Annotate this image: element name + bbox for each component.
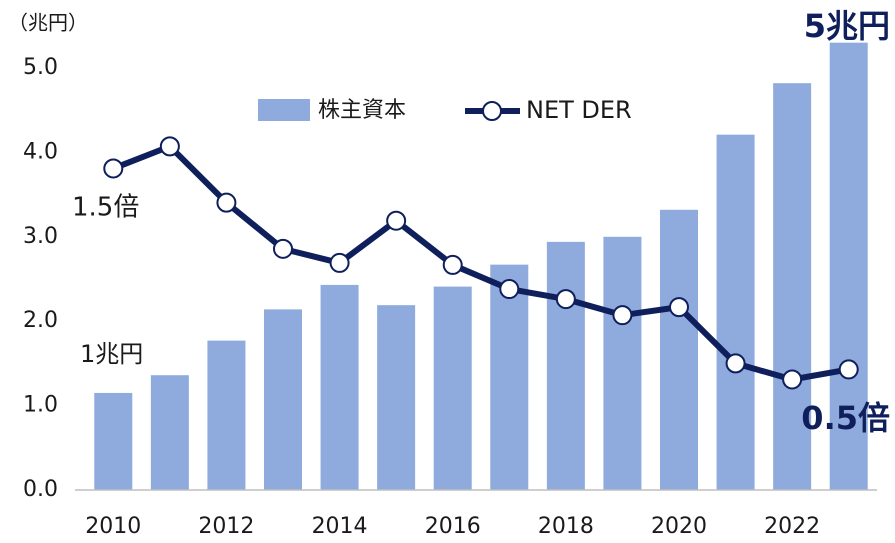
y-tick-label: 5.0 [23,55,58,80]
line-marker [669,297,689,318]
x-tick-label: 2018 [538,514,594,539]
line-marker [329,252,350,273]
bar [716,134,755,490]
bar [207,340,246,490]
bar [377,305,416,490]
line-marker [159,136,180,157]
line-marker [216,192,237,213]
line [112,143,850,383]
bar [660,209,698,491]
line-marker [386,210,407,231]
line-marker [555,289,576,310]
annotation: 0.5倍 [801,399,890,437]
annotation: 1.5倍 [72,193,139,223]
x-tick-label: 2016 [425,514,481,539]
line-marker [838,359,859,380]
legend-swatch [482,101,502,121]
bar [264,309,302,490]
x-tick-label: 2020 [651,514,707,539]
x-tick-label: 2014 [312,514,368,539]
line-marker [499,279,520,300]
bar [94,392,133,490]
line-marker [273,238,293,259]
x-tick-label: 2022 [764,514,820,539]
y-tick-label: 3.0 [23,224,58,249]
line-marker [612,305,633,326]
unit-label: （兆円） [8,11,88,35]
y-tick-label: 1.0 [23,393,58,418]
line-marker [103,158,124,179]
bar [603,236,642,490]
annotation: 1兆円 [80,340,143,368]
legend-label: NET DER [526,96,632,124]
y-tick-label: 4.0 [23,139,58,164]
legend-label: 株主資本 [318,98,406,123]
bar [546,241,585,490]
x-tick-label: 2010 [85,514,141,539]
line-marker [782,369,803,390]
bar [490,264,529,490]
legend-swatch [258,99,310,121]
line-marker [725,353,746,374]
bar [829,42,868,491]
bar [773,83,812,490]
bar [320,284,359,490]
bar [433,286,472,490]
line-marker [442,254,463,275]
y-tick-label: 2.0 [23,308,58,333]
bar [150,375,189,490]
annotation: 5兆円 [804,7,890,45]
x-tick-label: 2012 [198,514,254,539]
y-tick-label: 0.0 [23,477,58,502]
